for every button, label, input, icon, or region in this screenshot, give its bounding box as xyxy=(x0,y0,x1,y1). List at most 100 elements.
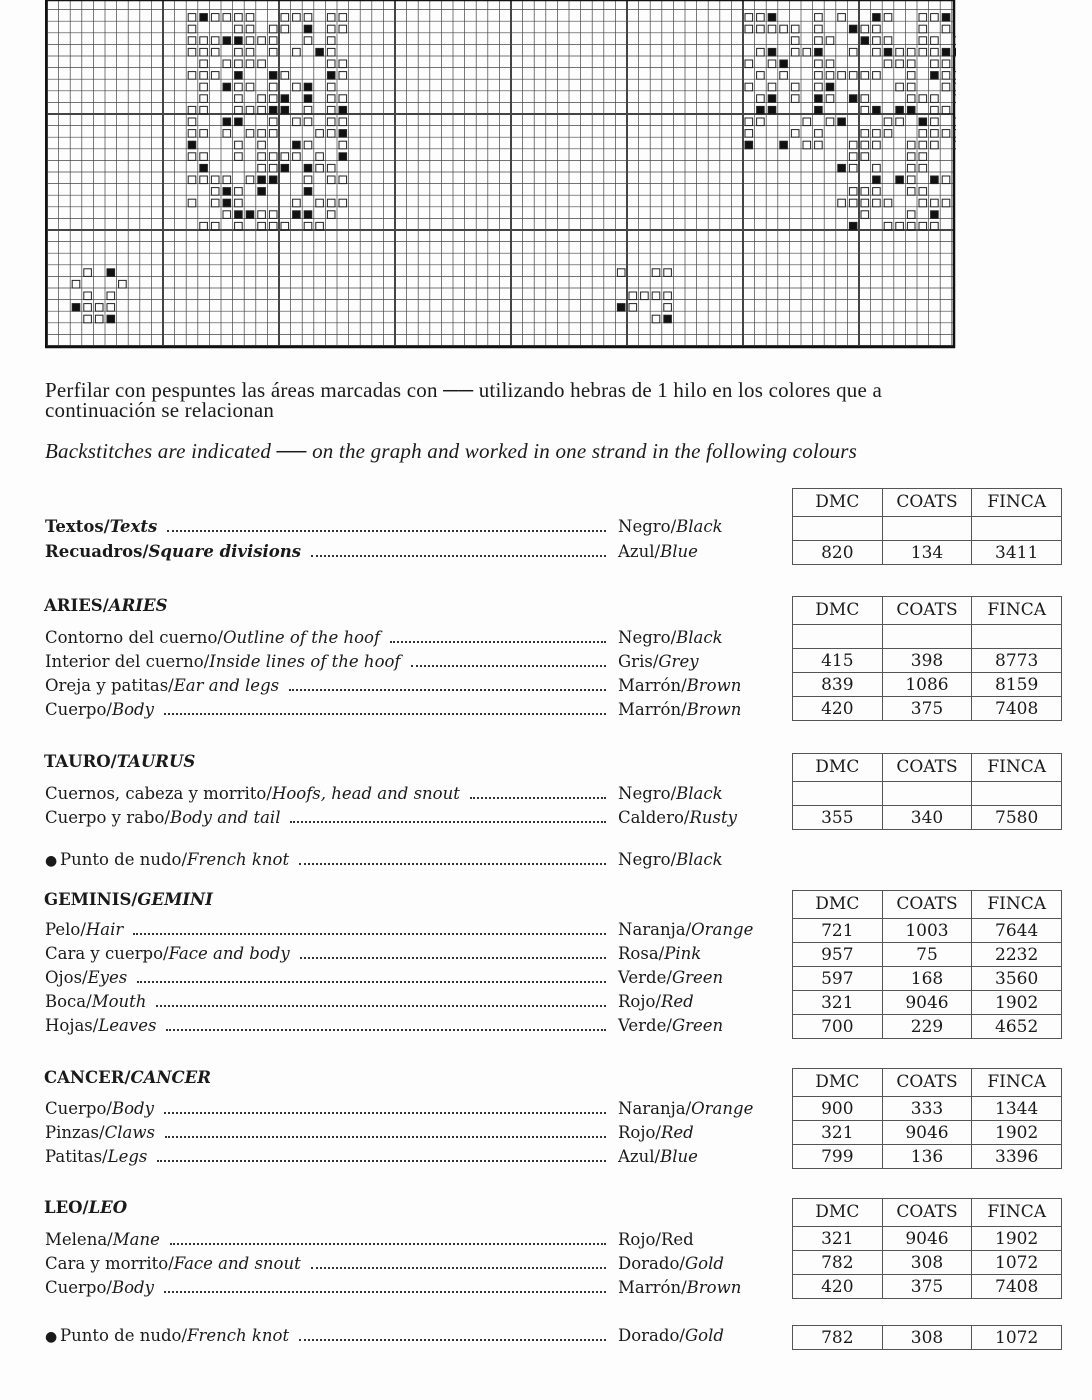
table-header-cell: COATS xyxy=(881,1068,973,1097)
table-row: 420 375 7408 xyxy=(792,1274,1062,1299)
stitch-symbol xyxy=(906,47,916,57)
table-cell xyxy=(792,624,883,649)
table-row: 420 375 7408 xyxy=(792,696,1062,721)
color-english: Grey xyxy=(658,652,699,671)
stitch-symbol xyxy=(268,71,278,80)
item-label-spanish: Hojas/ xyxy=(45,1016,99,1035)
stitch-symbol xyxy=(234,59,243,69)
item-label: Cara y cuerpo/Face and body xyxy=(45,944,300,964)
stitch-symbol xyxy=(234,117,243,127)
item-label-english: Ear and legs xyxy=(173,676,280,695)
stitch-symbol xyxy=(790,36,800,45)
table-cell: 229 xyxy=(881,1014,973,1039)
stitch-symbol xyxy=(953,82,956,92)
heading-english: LEO xyxy=(88,1198,128,1217)
dotted-leader xyxy=(299,1339,606,1341)
stitch-symbol xyxy=(756,71,765,80)
table-cell: 75 xyxy=(881,942,973,967)
item-label-spanish: Pelo/ xyxy=(45,920,86,939)
stitch-symbol xyxy=(245,210,255,219)
stitch-symbol xyxy=(918,221,928,231)
item-label: Ojos/Eyes xyxy=(45,968,137,988)
color-name: Rojo/Red xyxy=(618,1123,694,1143)
dotted-leader xyxy=(410,665,606,667)
table-cell: 308 xyxy=(881,1325,973,1350)
item-label: Melena/Mane xyxy=(45,1230,170,1250)
stitch-symbol xyxy=(303,163,313,173)
stitch-symbol xyxy=(930,198,939,208)
stitch-symbol xyxy=(779,140,788,150)
stitch-symbol xyxy=(257,59,266,69)
stitch-symbol xyxy=(918,24,928,34)
color-name: Marrón/Brown xyxy=(618,676,741,696)
stitch-symbol xyxy=(767,94,777,103)
stitch-symbol xyxy=(814,94,823,103)
stitch-symbol xyxy=(918,94,928,103)
color-name: Negro/Black xyxy=(618,784,723,804)
stitch-symbol xyxy=(953,94,956,103)
dotted-leader xyxy=(157,1160,606,1162)
thread-item: Cara y cuerpo/Face and body xyxy=(45,944,606,964)
stitch-symbol xyxy=(906,94,916,103)
stitch-symbol xyxy=(315,152,324,161)
item-label: Pinzas/Claws xyxy=(45,1123,165,1143)
stitch-symbol xyxy=(756,94,765,103)
color-name: Azul/Blue xyxy=(618,1147,698,1167)
color-spanish: Rojo/ xyxy=(618,992,661,1011)
thread-item: Hojas/Leaves xyxy=(45,1016,606,1036)
stitch-symbol xyxy=(663,314,672,324)
table-header-row: DMC COATS FINCA xyxy=(792,890,1062,919)
stitch-symbol xyxy=(860,152,870,161)
stitch-symbol xyxy=(860,140,870,150)
stitch-symbol xyxy=(187,117,197,127)
table-header-cell: FINCA xyxy=(971,1198,1062,1227)
color-english: Gold xyxy=(684,1326,724,1345)
table-cell: 721 xyxy=(792,918,883,943)
stitch-symbol xyxy=(825,59,835,69)
table-cell xyxy=(881,781,973,806)
stitch-symbol xyxy=(292,140,301,150)
stitch-symbol xyxy=(756,47,765,57)
table-cell: 321 xyxy=(792,1226,883,1251)
stitch-symbol xyxy=(187,47,197,57)
heading-spanish: LEO/ xyxy=(44,1198,89,1217)
stitch-symbol xyxy=(280,24,290,34)
stitch-symbol xyxy=(303,24,313,34)
stitch-symbol xyxy=(872,163,881,173)
stitch-symbol xyxy=(918,117,928,127)
table-cell: 799 xyxy=(792,1144,883,1169)
stitch-symbol xyxy=(187,129,197,138)
table-row: 597 168 3560 xyxy=(792,966,1062,991)
stitch-symbol xyxy=(941,105,951,115)
item-label-english: Legs xyxy=(107,1147,148,1166)
stitch-symbol xyxy=(187,105,197,115)
stitch-symbol xyxy=(199,129,208,138)
table-header-cell: COATS xyxy=(881,890,973,919)
thread-code-table: DMC COATS FINCA 415 398 8773 839 1086 8159 420 375… xyxy=(792,596,1062,721)
stitch-symbol xyxy=(338,13,348,22)
thread-item: ● Punto de nudo/French knot xyxy=(45,850,606,871)
item-label: Cuerpo/Body xyxy=(45,1278,164,1298)
stitch-symbol xyxy=(222,117,232,127)
stitch-symbol xyxy=(767,13,777,22)
color-english: Brown xyxy=(686,1278,742,1297)
stitch-symbol xyxy=(257,152,266,161)
color-name: Rojo/Red xyxy=(618,1230,694,1250)
table-cell: 3560 xyxy=(971,966,1062,991)
stitch-symbol xyxy=(941,175,951,185)
stitch-symbol xyxy=(872,198,881,208)
thread-code-table: DMC COATS FINCA 900 333 1344 321 9046 1902 799 136… xyxy=(792,1068,1062,1169)
item-label-english: Leaves xyxy=(98,1016,157,1035)
stitch-symbol xyxy=(860,24,870,34)
stitch-symbol xyxy=(930,36,939,45)
table-cell: 1902 xyxy=(971,990,1062,1015)
thread-item: Recuadros/Square divisions xyxy=(45,542,606,562)
table-cell: 420 xyxy=(792,1274,883,1299)
stitch-symbol xyxy=(187,175,197,185)
color-name: Verde/Green xyxy=(618,968,723,988)
stitch-symbol xyxy=(848,187,858,196)
item-label-spanish: Cuerpo/ xyxy=(45,1278,112,1297)
stitch-symbol xyxy=(257,140,266,150)
stitch-symbol xyxy=(930,47,939,57)
stitch-symbol xyxy=(814,47,823,57)
